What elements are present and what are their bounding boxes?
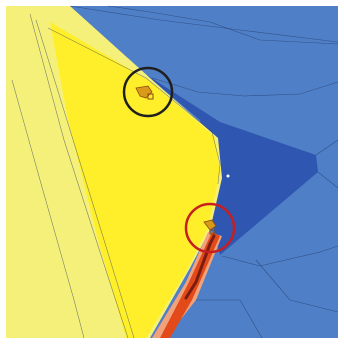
white-dot (226, 174, 230, 178)
dark-red-line (184, 234, 216, 300)
bright-yellow-region (50, 22, 220, 338)
deep-blue-wedge (142, 72, 318, 255)
red-circle[interactable] (184, 202, 236, 254)
orange-feature-cluster-bottom (203, 219, 217, 235)
orange-feature-cluster-top (135, 85, 154, 100)
boundary-lines (11, 5, 339, 339)
black-circle[interactable] (122, 66, 174, 118)
